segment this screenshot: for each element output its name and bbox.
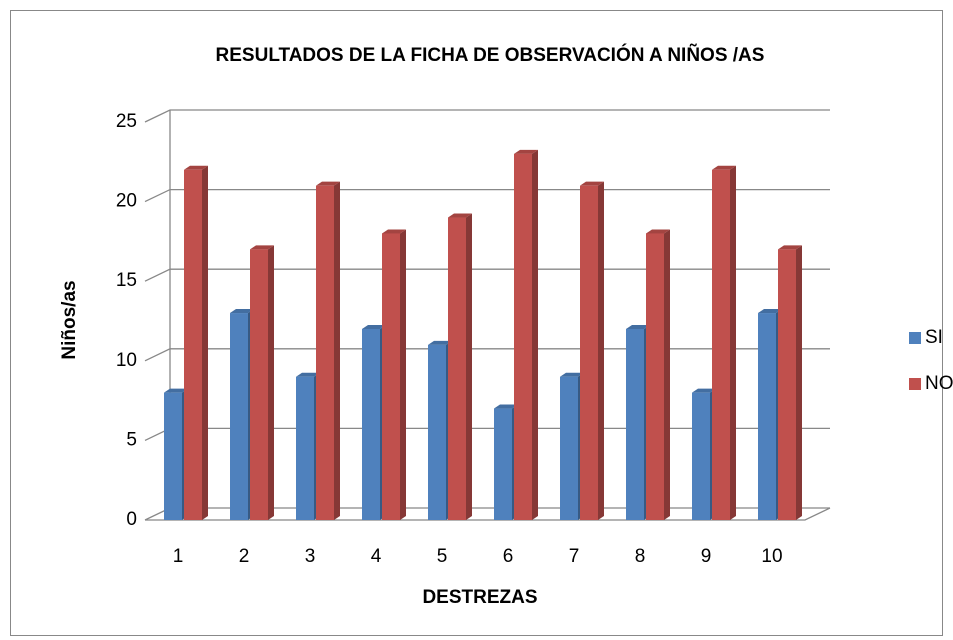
x-tick-label: 10	[761, 546, 782, 567]
bar-face	[514, 153, 532, 520]
x-tick-label: 9	[701, 546, 712, 567]
bar-face	[560, 376, 578, 520]
bar	[184, 165, 208, 520]
bar-face	[230, 309, 254, 314]
bar-face	[184, 165, 208, 170]
bar-face	[646, 233, 664, 520]
x-tick-label: 8	[635, 546, 646, 567]
bar-face	[334, 181, 340, 520]
bar-face	[428, 344, 446, 520]
y-tick-label: 5	[126, 429, 137, 450]
bar-face	[598, 181, 604, 520]
bar-face	[316, 181, 340, 186]
bar-face	[230, 313, 248, 520]
bar	[382, 229, 406, 520]
legend-swatch	[909, 378, 921, 390]
bar-face	[250, 245, 274, 250]
x-tick-label: 7	[569, 546, 580, 567]
bar-face	[646, 229, 670, 234]
bar-face	[296, 376, 314, 520]
bar	[580, 181, 604, 520]
bar	[250, 245, 274, 521]
bar-face	[758, 313, 776, 520]
bar-face	[362, 324, 386, 329]
x-tick-label: 3	[305, 546, 316, 567]
bar-face	[712, 165, 736, 170]
bar-face	[692, 392, 710, 520]
bar	[778, 245, 802, 521]
bar-face	[428, 340, 452, 345]
bar-face	[692, 388, 716, 393]
bar-face	[250, 249, 268, 521]
bar-face	[626, 328, 644, 520]
y-tick-label: 15	[116, 270, 137, 291]
legend-label: NO	[925, 373, 953, 394]
bar-face	[448, 217, 466, 520]
bar-face	[494, 408, 512, 520]
bar-face	[164, 388, 188, 393]
bar-face	[382, 233, 400, 520]
bar-face	[580, 181, 604, 186]
x-tick-label: 5	[437, 546, 448, 567]
bar	[646, 229, 670, 520]
x-tick-label: 4	[371, 546, 382, 567]
chart-title: RESULTADOS DE LA FICHA DE OBSERVACIÓN A …	[216, 44, 765, 66]
bar-face	[400, 229, 406, 520]
bar-face	[626, 324, 650, 329]
bar-face	[494, 404, 518, 409]
bar	[316, 181, 340, 520]
chart-border	[10, 10, 943, 636]
bar-face	[532, 149, 538, 520]
y-axis-title: Niños/as	[59, 280, 80, 359]
bar-face	[664, 229, 670, 520]
legend-label: SI	[925, 327, 943, 348]
x-axis-title: DESTREZAS	[422, 587, 537, 608]
bar-face	[296, 372, 320, 377]
bar-face	[778, 245, 802, 250]
bar-face	[712, 169, 730, 520]
bar-face	[362, 328, 380, 520]
bar-face	[580, 185, 598, 520]
bar	[712, 165, 736, 520]
bar	[514, 149, 538, 520]
y-tick-label: 0	[126, 509, 137, 530]
bar-face	[202, 165, 208, 520]
x-tick-label: 1	[173, 546, 184, 567]
y-tick-label: 20	[116, 191, 137, 212]
y-tick-label: 10	[116, 350, 137, 371]
bar-face	[514, 149, 538, 154]
bar-face	[164, 392, 182, 520]
bar-face	[796, 245, 802, 521]
bar-face	[184, 169, 202, 520]
x-tick-label: 2	[239, 546, 250, 567]
bar-face	[382, 229, 406, 234]
bar-face	[316, 185, 334, 520]
bar-face	[466, 213, 472, 520]
bar-face	[448, 213, 472, 218]
bar-face	[730, 165, 736, 520]
x-tick-label: 6	[503, 546, 514, 567]
bar-face	[268, 245, 274, 521]
bar-face	[778, 249, 796, 521]
bar	[448, 213, 472, 520]
y-tick-label: 25	[116, 111, 137, 132]
legend-swatch	[909, 332, 921, 344]
bar-face	[560, 372, 584, 377]
bar-face	[758, 309, 782, 314]
